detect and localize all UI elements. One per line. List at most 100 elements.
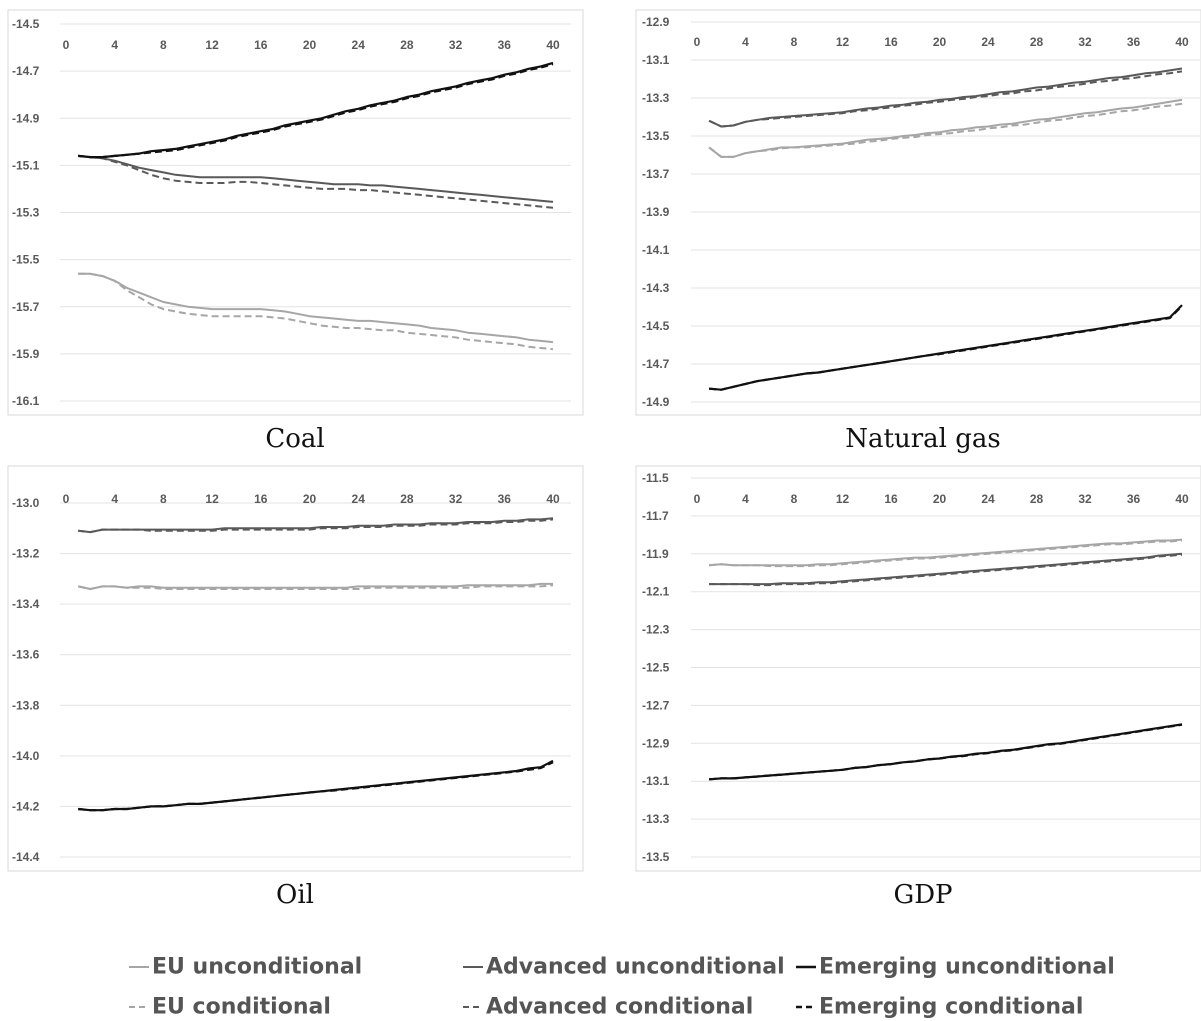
series-line-advanced-unconditional: [78, 517, 554, 534]
chart-panel-coal: -14.5 -14.7 -14.9 -15.1 -15.3 -15.5 -15.7 -15.9…: [0, 0, 600, 460]
chart-frame: [635, 465, 1201, 872]
y-tick-label: -12.7: [642, 698, 670, 712]
series-line-eu-unconditional: [78, 272, 554, 344]
series-line-advanced-conditional: [78, 518, 554, 534]
x-tick-label: 8: [791, 35, 798, 49]
y-tick-label: -14.5: [12, 17, 40, 31]
series-line-emerging-conditional: [709, 305, 1183, 391]
x-tick-label: 0: [694, 492, 701, 506]
y-tick-label: -11.5: [642, 471, 669, 485]
y-tick-label: -13.6: [12, 648, 40, 662]
y-tick-label: -15.3: [12, 206, 40, 220]
y-tick-label: -13.1: [642, 774, 670, 788]
chart-caption-coal: Coal: [265, 424, 325, 454]
x-tick-label: 16: [254, 38, 268, 52]
y-tick-label: -13.4: [12, 597, 40, 611]
legend-swatch: [796, 1005, 816, 1009]
y-tick-label: -13.1: [642, 53, 670, 67]
x-tick-label: 40: [546, 38, 560, 52]
legend-label: Emerging conditional: [819, 994, 1084, 1020]
x-tick-label: 20: [303, 38, 317, 52]
y-tick-label: -16.1: [12, 394, 40, 408]
x-tick-label: 20: [933, 35, 947, 49]
series-line-eu-conditional: [708, 102, 1183, 158]
legend-swatch: [129, 966, 149, 968]
series-line-eu-conditional: [709, 539, 1183, 568]
y-tick-label: -13.5: [642, 129, 670, 143]
series-line-advanced-unconditional: [78, 154, 554, 203]
y-tick-label: -14.9: [12, 111, 40, 125]
y-tick-label: -14.0: [12, 749, 40, 763]
y-tick-label: -14.2: [12, 799, 40, 813]
legend-swatch: [796, 965, 816, 969]
x-tick-label: 8: [791, 492, 798, 506]
legend-label: Emerging unconditional: [819, 954, 1115, 980]
series-line-emerging-conditional: [78, 761, 554, 812]
x-tick-label: 32: [449, 492, 463, 506]
chart-panel-gdp: -11.5 -11.7 -11.9 -12.1 -12.3 -12.5 -12.7 -12.9…: [628, 458, 1201, 918]
y-tick-label: -13.2: [12, 547, 40, 561]
y-tick-label: -13.3: [642, 812, 670, 826]
series-line-advanced-conditional: [78, 154, 554, 209]
y-tick-label: -14.7: [12, 64, 40, 78]
y-tick-label: -13.3: [642, 91, 670, 105]
legend-swatch: [129, 1006, 149, 1008]
x-tick-label: 36: [1127, 492, 1141, 506]
x-tick-label: 16: [884, 35, 898, 49]
legend-item-emerging-unconditional: Emerging unconditional: [795, 954, 1115, 980]
chart-natural-gas: -12.9 -13.1 -13.3 -13.5 -13.7 -13.9 -14.1 -14.3…: [635, 9, 1201, 416]
chart-coal: -14.5 -14.7 -14.9 -15.1 -15.3 -15.5 -15.7 -15.9…: [7, 9, 584, 416]
x-tick-label: 12: [205, 38, 219, 52]
x-tick-label: 28: [1030, 492, 1044, 506]
y-tick-label: -12.9: [642, 736, 670, 750]
y-tick-label: -11.7: [642, 509, 669, 523]
chart-caption-natural-gas: Natural gas: [845, 424, 1001, 454]
y-tick-label: -13.0: [12, 496, 40, 510]
legend-item-emerging-conditional: Emerging conditional: [795, 994, 1083, 1020]
chart-gdp: -11.5 -11.7 -11.9 -12.1 -12.3 -12.5 -12.7 -12.9…: [635, 465, 1201, 872]
series-line-advanced-conditional: [709, 553, 1183, 587]
x-tick-label: 32: [1078, 492, 1092, 506]
chart-legend: EU unconditional Advanced unconditional …: [0, 948, 1201, 1021]
x-tick-label: 20: [303, 492, 317, 506]
chart-caption-gdp: GDP: [893, 880, 953, 910]
series-line-advanced-conditional: [708, 70, 1183, 128]
y-tick-label: -12.3: [642, 623, 670, 637]
y-tick-label: -14.5: [642, 319, 670, 333]
legend-item-eu-conditional: EU conditional: [128, 994, 331, 1020]
legend-label: EU unconditional: [152, 954, 363, 980]
legend-item-advanced-unconditional: Advanced unconditional: [462, 954, 785, 980]
legend-item-advanced-conditional: Advanced conditional: [462, 994, 753, 1020]
y-tick-label: -14.3: [642, 281, 670, 295]
legend-item-eu-unconditional: EU unconditional: [128, 954, 362, 980]
y-tick-label: -15.5: [12, 253, 40, 267]
y-tick-label: -12.9: [642, 15, 670, 29]
x-tick-label: 12: [205, 492, 219, 506]
x-tick-label: 4: [742, 492, 749, 506]
x-tick-label: 24: [981, 35, 995, 49]
y-tick-label: -11.9: [642, 547, 669, 561]
y-tick-label: -13.5: [642, 850, 670, 864]
y-tick-label: -15.7: [12, 300, 40, 314]
x-tick-label: 0: [63, 492, 70, 506]
y-tick-label: -14.4: [12, 850, 40, 864]
y-tick-label: -14.1: [642, 243, 670, 257]
x-tick-label: 4: [111, 38, 118, 52]
legend-swatch: [463, 1006, 483, 1008]
y-tick-label: -13.8: [12, 698, 40, 712]
x-tick-label: 24: [981, 492, 995, 506]
x-tick-label: 12: [836, 35, 850, 49]
y-tick-label: -13.9: [642, 205, 670, 219]
x-tick-label: 40: [1175, 35, 1189, 49]
legend-swatch: [463, 966, 483, 968]
x-tick-label: 36: [498, 492, 512, 506]
y-tick-label: -14.9: [642, 395, 670, 409]
chart-oil: -13.0 -13.2 -13.4 -13.6 -13.8 -14.0 -14.2 -14.4…: [7, 465, 584, 872]
y-tick-label: -12.1: [642, 585, 670, 599]
series-line-eu-conditional: [77, 584, 554, 590]
x-tick-label: 0: [63, 38, 70, 52]
legend-label: EU conditional: [152, 994, 331, 1020]
y-tick-label: -13.7: [642, 167, 670, 181]
series-line-eu-unconditional: [77, 582, 553, 590]
x-tick-label: 32: [1078, 35, 1092, 49]
